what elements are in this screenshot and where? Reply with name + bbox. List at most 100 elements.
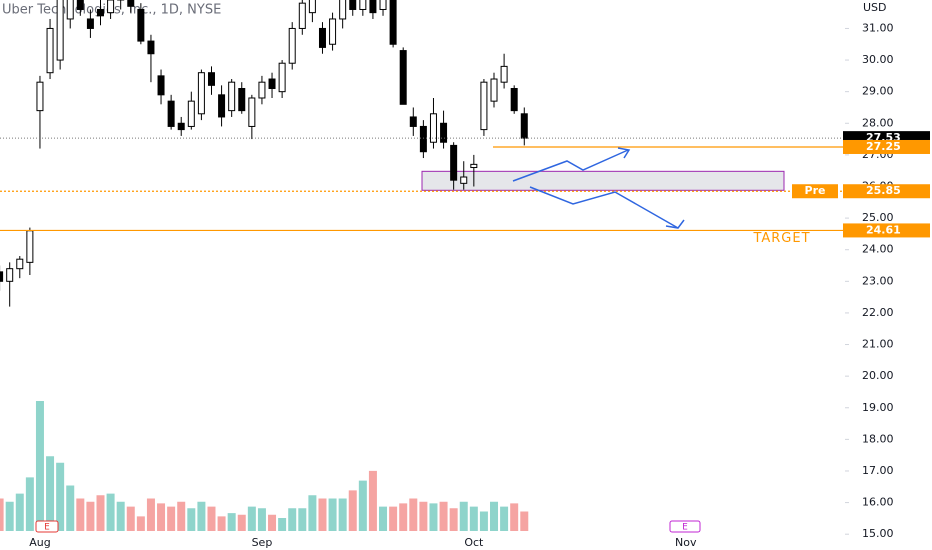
- x-tick-label: Oct: [464, 536, 484, 549]
- level-badge: [843, 184, 930, 199]
- volume-bar: [0, 498, 4, 531]
- volume-bar: [167, 506, 176, 531]
- y-tick-label: 15.00: [862, 527, 894, 540]
- candle-body: [470, 163, 478, 169]
- volume-bar: [500, 506, 509, 531]
- candle-body: [490, 78, 498, 102]
- candle-body: [409, 116, 417, 127]
- arrow-down: [529, 186, 679, 229]
- volume-bar: [348, 490, 357, 531]
- candle-body: [419, 125, 427, 153]
- volume-bar: [268, 514, 277, 531]
- volume-bar: [66, 485, 75, 531]
- candle-body: [520, 113, 528, 139]
- candle-body: [288, 27, 296, 64]
- candle-body: [107, 0, 115, 14]
- volume-bar: [449, 508, 458, 531]
- volume-bar: [146, 498, 155, 531]
- y-tick-label: 24.00: [862, 243, 894, 256]
- level-badge: [843, 223, 930, 238]
- candle-body: [36, 81, 44, 112]
- volume-bar: [56, 462, 65, 531]
- level-value: 25.85: [866, 184, 901, 197]
- x-tick-label: Nov: [675, 536, 697, 549]
- candle-body: [510, 88, 518, 112]
- candle-body: [0, 271, 4, 282]
- volume-bar: [510, 503, 519, 531]
- candle-body: [16, 258, 24, 270]
- volume-bar: [96, 495, 105, 531]
- volume-bar: [126, 506, 135, 531]
- volume-bar: [136, 516, 145, 531]
- volume-bar: [490, 501, 499, 531]
- earnings-marker: [669, 520, 701, 533]
- volume-bar: [15, 493, 24, 531]
- candle-body: [369, 0, 377, 14]
- candle-body: [318, 27, 326, 48]
- candle-body: [167, 100, 175, 127]
- volume-bar: [298, 508, 307, 531]
- volume-bar: [399, 503, 408, 531]
- level-value: 27.25: [866, 140, 901, 153]
- volume-bar: [379, 506, 388, 531]
- candle-body: [228, 81, 236, 112]
- volume-bar: [338, 498, 347, 531]
- candle-body: [339, 0, 347, 20]
- candle-body: [389, 0, 397, 45]
- candle-body: [66, 0, 74, 20]
- volume-bar: [86, 501, 95, 531]
- candle-body: [238, 88, 246, 112]
- x-tick-label: Aug: [29, 536, 50, 549]
- volume-bar: [479, 511, 488, 531]
- volume-bar: [25, 477, 34, 531]
- candle-body: [26, 230, 34, 263]
- currency: USD: [863, 1, 887, 14]
- level-tag-label: TARGET: [752, 231, 810, 246]
- arrow-head: [617, 147, 631, 159]
- annotations: [512, 147, 685, 229]
- earnings-label: E: [682, 523, 688, 533]
- volume-bar: [187, 508, 196, 531]
- y-tick-label: 29.00: [862, 85, 894, 98]
- candle-body: [207, 72, 215, 86]
- plot-area: [0, 0, 845, 531]
- level-badge: [843, 139, 930, 154]
- volume-bar: [318, 498, 327, 531]
- earnings-label: E: [44, 523, 50, 533]
- y-tick-label: 19.00: [862, 401, 894, 414]
- volume-bar: [469, 506, 478, 531]
- y-tick-label: 30.00: [862, 53, 894, 66]
- candle-body: [258, 81, 266, 99]
- volume-bar: [308, 495, 317, 531]
- candle-body: [76, 0, 84, 10]
- candle-body: [127, 0, 135, 7]
- y-tick-label: 20.00: [862, 369, 894, 382]
- volume-bar: [459, 501, 468, 531]
- candle-body: [248, 97, 256, 127]
- volume-bar: [116, 501, 125, 531]
- candle-body: [197, 72, 205, 115]
- candle-body: [500, 65, 508, 83]
- earnings-marker: [35, 520, 59, 533]
- candle-body: [86, 18, 94, 29]
- volume-bar: [278, 518, 287, 531]
- y-tick-label: 17.00: [862, 464, 894, 477]
- volume-bar: [520, 511, 529, 531]
- y-tick-label: 16.00: [862, 496, 894, 509]
- candle-body: [329, 18, 337, 45]
- zone: [421, 170, 785, 191]
- volume-bar: [76, 498, 85, 531]
- volume-bar: [46, 456, 55, 531]
- volume-bar: [409, 498, 418, 531]
- candle-body: [46, 27, 54, 74]
- y-tick-label: 28.00: [862, 116, 894, 129]
- y-tick-label: 25.00: [862, 211, 894, 224]
- volume-bar: [419, 501, 428, 531]
- y-tick-label: 31.00: [862, 21, 894, 34]
- candle-body: [298, 2, 306, 29]
- candle-body: [359, 0, 367, 10]
- candle-body: [147, 40, 155, 55]
- candle-body: [56, 0, 64, 61]
- volume-bar: [207, 506, 216, 531]
